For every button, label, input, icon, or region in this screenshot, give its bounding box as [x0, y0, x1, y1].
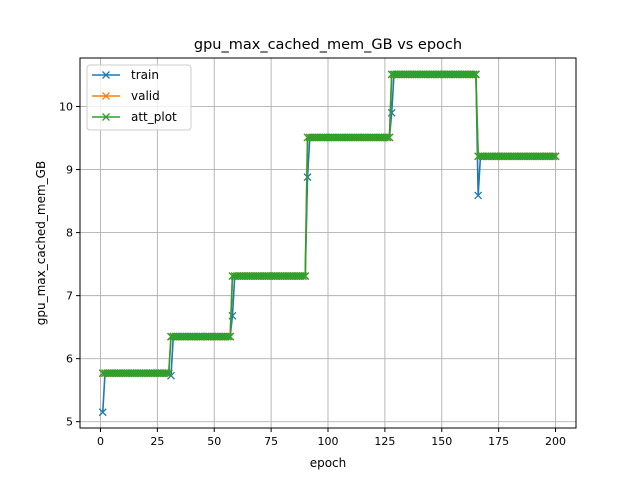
data-point — [223, 332, 232, 341]
data-point — [299, 272, 307, 281]
legend-label: train — [131, 68, 159, 82]
data-point — [385, 133, 394, 142]
grid — [80, 58, 576, 428]
y-tick-label: 5 — [66, 416, 73, 429]
y-tick-label: 9 — [66, 164, 73, 177]
x-tick-label: 0 — [97, 435, 104, 448]
legend-marker — [102, 92, 110, 100]
data-point — [471, 70, 480, 79]
data-point — [383, 133, 392, 142]
data-point — [551, 152, 560, 161]
legend-entry-att-plot: att_plot — [92, 110, 177, 124]
legend-label: valid — [131, 89, 160, 103]
data-point — [549, 152, 558, 161]
x-tick-label: 25 — [150, 435, 164, 448]
data-point — [387, 108, 396, 117]
y-tick-label: 8 — [66, 227, 73, 240]
y-tick-label: 7 — [66, 290, 73, 303]
legend-entry-train: train — [92, 68, 159, 82]
series-att-plot — [98, 70, 560, 378]
y-axis-label: gpu_max_cached_mem_GB — [34, 161, 48, 325]
legend-entry-valid: valid — [92, 89, 160, 103]
y-tick-label: 10 — [59, 101, 73, 114]
x-tick-label: 50 — [207, 435, 221, 448]
series-layer — [98, 70, 560, 417]
legend: train valid att_plot — [86, 64, 192, 131]
x-tick-label: 175 — [488, 435, 509, 448]
chart-title: gpu_max_cached_mem_GB vs epoch — [194, 37, 462, 53]
data-point — [162, 369, 171, 378]
y-axis-ticks: 5 6 7 8 9 10 — [59, 101, 80, 429]
x-tick-label: 125 — [374, 435, 395, 448]
legend-label: att_plot — [131, 110, 177, 124]
data-point — [98, 408, 107, 417]
x-tick-label: 100 — [318, 435, 339, 448]
data-point — [469, 70, 478, 79]
x-tick-label: 150 — [431, 435, 452, 448]
legend-box — [86, 64, 192, 131]
data-point — [301, 272, 310, 281]
data-point — [226, 332, 235, 341]
data-point — [164, 369, 173, 378]
legend-marker — [102, 113, 110, 121]
data-point — [474, 191, 483, 200]
y-tick-label: 6 — [66, 353, 73, 366]
legend-marker — [102, 71, 110, 79]
x-axis-label: epoch — [310, 456, 347, 470]
x-axis-ticks: 0 25 50 75 100 125 150 175 200 — [97, 428, 566, 448]
x-tick-label: 200 — [545, 435, 566, 448]
x-tick-label: 75 — [264, 435, 278, 448]
